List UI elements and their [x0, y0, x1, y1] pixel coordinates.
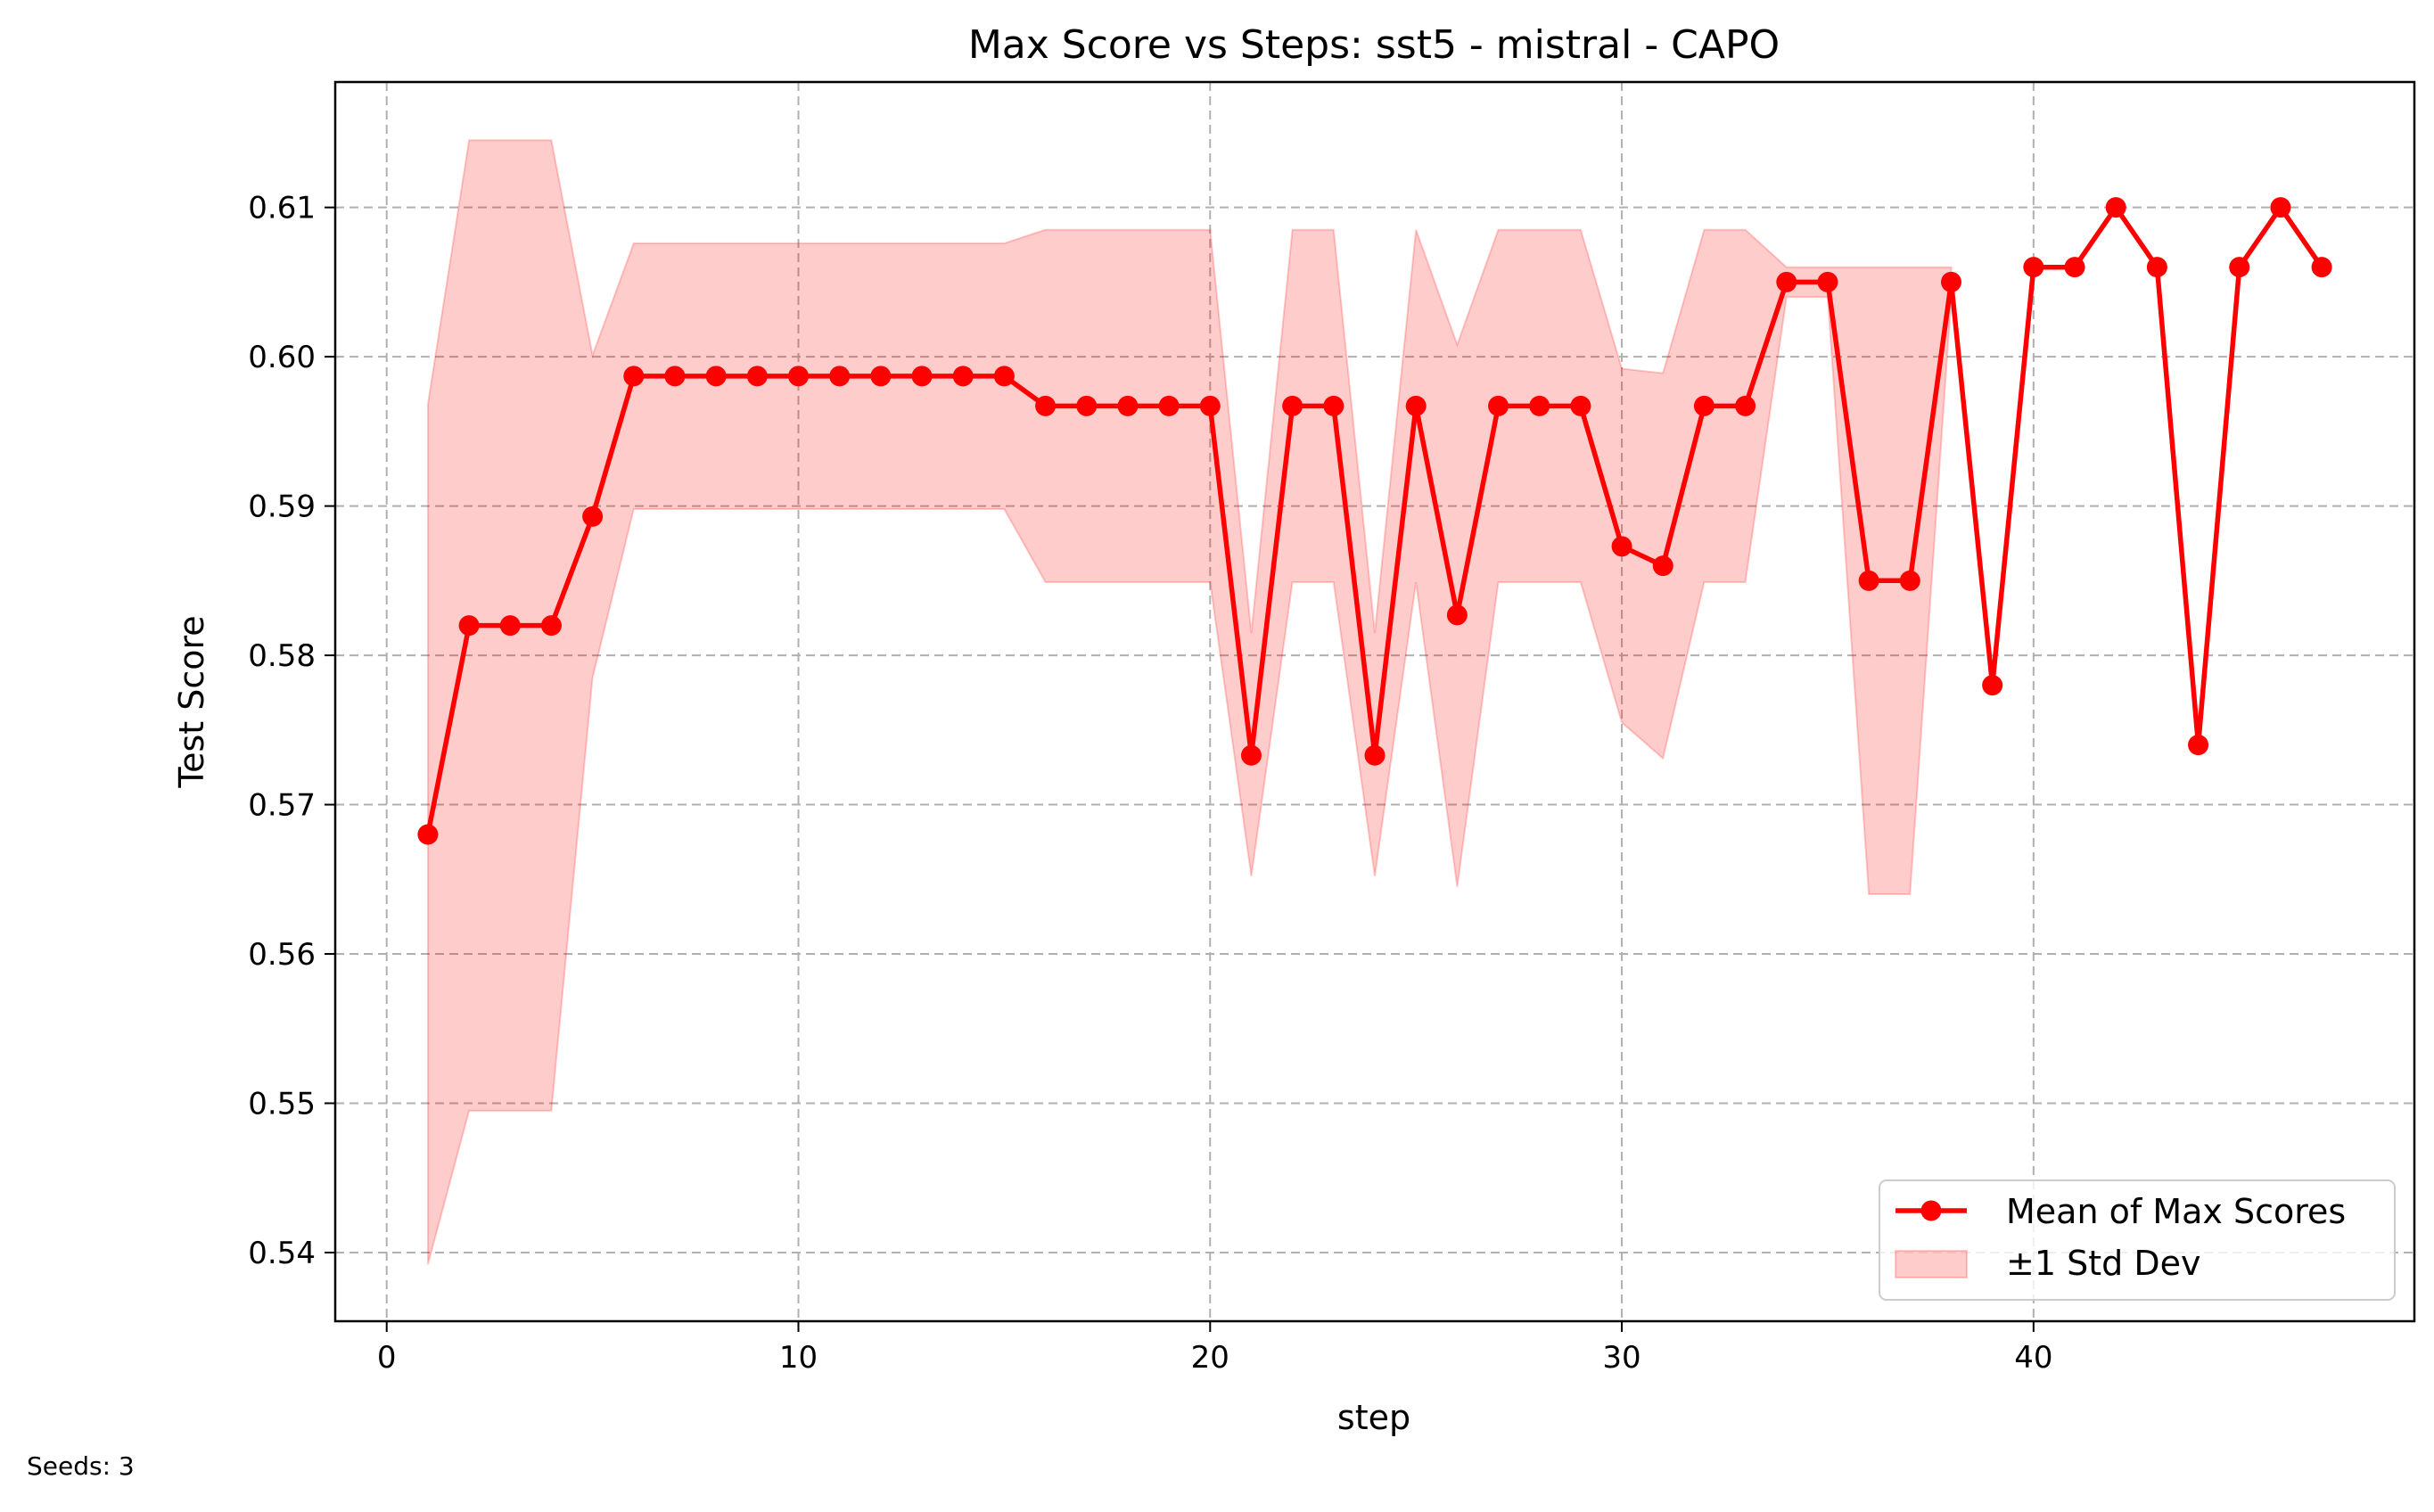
x-tick-label: 30 [1602, 1340, 1640, 1376]
seeds-footnote: Seeds: 3 [27, 1451, 135, 1481]
y-tick-label: 0.59 [248, 489, 316, 525]
data-point [499, 615, 521, 637]
data-point [1817, 271, 1838, 292]
chart-title: Max Score vs Steps: sst5 - mistral - CAP… [968, 22, 1780, 68]
y-axis-label: Test Score [172, 615, 211, 788]
data-point [911, 366, 933, 387]
std-dev-area [426, 139, 1953, 1265]
data-point [623, 366, 645, 387]
y-tick-label: 0.58 [248, 638, 316, 674]
data-point [1529, 395, 1550, 416]
data-point [1652, 555, 1673, 577]
data-point [870, 366, 892, 387]
data-point [582, 505, 604, 527]
data-point [1076, 395, 1098, 416]
data-point [2270, 197, 2291, 218]
legend-label-std: ±1 Std Dev [2006, 1244, 2200, 1283]
data-point [664, 366, 686, 387]
x-tick-label: 0 [377, 1340, 397, 1376]
data-point [1446, 604, 1468, 626]
data-point [1982, 675, 2003, 696]
x-tick-label: 40 [2014, 1340, 2052, 1376]
data-point [952, 366, 974, 387]
y-tick-label: 0.61 [248, 191, 316, 226]
plot-frame [333, 80, 2416, 1323]
data-point [417, 824, 439, 845]
data-point [1282, 395, 1303, 416]
data-point [2229, 257, 2250, 278]
data-point [1488, 395, 1509, 416]
data-point [1405, 395, 1427, 416]
y-tick-label: 0.57 [248, 788, 316, 824]
data-point [1611, 536, 1632, 557]
x-axis-label: step [1337, 1398, 1410, 1437]
data-point [2311, 257, 2332, 278]
data-point [1735, 395, 1756, 416]
data-point [1364, 744, 1386, 766]
data-point [2105, 197, 2126, 218]
data-point [1240, 744, 1262, 766]
y-axis-ticks: 0.54 0.55 0.56 0.57 0.58 0.59 0.60 0.61 [248, 191, 335, 1271]
data-point [2146, 257, 2167, 278]
data-point [1776, 271, 1797, 292]
y-tick-label: 0.54 [248, 1236, 316, 1271]
x-tick-label: 20 [1191, 1340, 1229, 1376]
x-axis-ticks: 0 10 20 30 40 [377, 1321, 2052, 1376]
data-point [1158, 395, 1180, 416]
x-tick-label: 10 [779, 1340, 818, 1376]
data-point [1570, 395, 1591, 416]
data-point [540, 615, 562, 637]
data-point [2064, 257, 2085, 278]
data-point [1940, 271, 1961, 292]
data-point [746, 366, 768, 387]
y-tick-label: 0.60 [248, 340, 316, 375]
data-point [1035, 395, 1057, 416]
data-point [788, 366, 810, 387]
data-point [993, 366, 1015, 387]
data-point [1693, 395, 1714, 416]
data-point [1117, 395, 1139, 416]
std-dev-band [426, 139, 1953, 1265]
data-point [2188, 735, 2209, 756]
legend: Mean of Max Scores ±1 Std Dev [1879, 1179, 2396, 1301]
data-point [1199, 395, 1221, 416]
series-markers [417, 197, 2332, 845]
data-point [1323, 395, 1344, 416]
y-tick-label: 0.55 [248, 1086, 316, 1122]
data-point [1899, 570, 1920, 591]
data-point [2023, 257, 2044, 278]
legend-band-swatch [1895, 1250, 1968, 1278]
y-tick-label: 0.56 [248, 937, 316, 973]
data-point [458, 615, 480, 637]
legend-box [1879, 1179, 2396, 1301]
legend-label-mean: Mean of Max Scores [2006, 1192, 2346, 1231]
data-point [705, 366, 727, 387]
data-point [1858, 570, 1879, 591]
data-point [829, 366, 851, 387]
legend-marker-swatch [1920, 1200, 1942, 1221]
